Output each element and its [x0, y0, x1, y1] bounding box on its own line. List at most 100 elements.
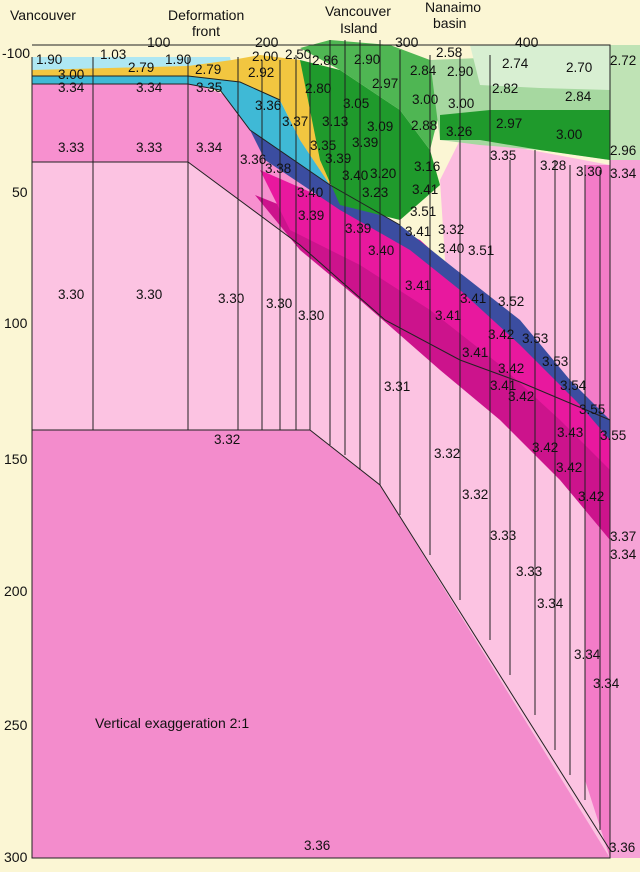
- density-label: 3.53: [522, 331, 548, 346]
- section-boundaries: [31, 40, 611, 859]
- density-label: 3.55: [579, 402, 605, 417]
- density-label: 3.55: [600, 428, 626, 443]
- density-label: 3.42: [578, 489, 604, 504]
- density-label: 3.35: [490, 148, 516, 163]
- x-axis-ticks: 100 200 300 400: [147, 34, 539, 50]
- density-label: 3.30: [266, 296, 292, 311]
- density-label: 3.34: [196, 140, 223, 155]
- density-label: 3.42: [532, 440, 558, 455]
- density-label: 3.28: [540, 158, 566, 173]
- density-label: 2.88: [411, 118, 437, 133]
- density-label: 3.39: [352, 135, 378, 150]
- density-label: 2.79: [195, 62, 221, 77]
- density-label: 3.34: [593, 676, 620, 691]
- density-label: 2.74: [502, 56, 529, 71]
- y-tick: 50: [12, 184, 28, 200]
- y-tick: -100: [2, 45, 30, 61]
- density-label: 3.30: [576, 164, 602, 179]
- density-label: 3.09: [367, 119, 393, 134]
- header-island: Island: [340, 20, 377, 36]
- density-label: 3.30: [58, 287, 84, 302]
- density-label: 3.39: [325, 151, 351, 166]
- density-label: 3.37: [610, 529, 636, 544]
- density-label: 2.50: [285, 47, 311, 62]
- density-label: 3.41: [405, 224, 431, 239]
- density-label: 3.42: [488, 327, 514, 342]
- density-label: 3.34: [610, 166, 637, 181]
- density-label: 2.84: [410, 63, 437, 78]
- y-tick: 300: [4, 849, 28, 865]
- density-label: 3.33: [136, 140, 162, 155]
- density-label: 3.32: [214, 432, 240, 447]
- density-label: 3.39: [345, 221, 371, 236]
- density-label: 3.33: [516, 564, 542, 579]
- density-label: 3.42: [498, 361, 524, 376]
- density-label: 3.34: [610, 547, 637, 562]
- density-label: 2.84: [565, 89, 592, 104]
- density-label: 3.34: [58, 80, 85, 95]
- density-label: 3.38: [265, 161, 291, 176]
- y-tick: 100: [4, 315, 28, 331]
- mantle-wedge-region: [440, 140, 610, 430]
- density-label: 3.36: [304, 838, 330, 853]
- density-label: 3.35: [310, 138, 336, 153]
- density-label: 3.41: [490, 378, 516, 393]
- density-label: 3.36: [255, 98, 281, 113]
- y-tick: 250: [4, 717, 28, 733]
- density-label: 3.26: [446, 124, 472, 139]
- density-label: 3.36: [609, 840, 635, 855]
- y-tick: 150: [4, 451, 28, 467]
- x-tick: 400: [515, 34, 539, 50]
- density-label: 3.13: [322, 114, 348, 129]
- header-vancouver: Vancouver: [10, 7, 76, 23]
- density-label: 3.32: [434, 446, 460, 461]
- right-edge-green: [610, 45, 640, 160]
- density-label: 2.70: [566, 60, 592, 75]
- density-label: 3.00: [448, 96, 474, 111]
- density-label: 3.41: [412, 182, 438, 197]
- density-label: 2.58: [436, 45, 462, 60]
- density-labels: 1.90 1.03 1.90 2.00 2.50 2.86 2.90 2.58 …: [36, 45, 637, 855]
- density-label: 3.30: [298, 308, 324, 323]
- header-deformation: Deformation: [168, 7, 244, 23]
- density-label: 3.00: [412, 92, 438, 107]
- header-deformation-front: front: [192, 23, 220, 39]
- density-label: 3.32: [462, 487, 488, 502]
- deep-mantle-region: [32, 430, 610, 858]
- y-axis-ticks: -100 50 100 150 200 250 300: [2, 45, 30, 865]
- location-headers: Vancouver Deformation front Vancouver Is…: [10, 0, 481, 39]
- density-label: 2.86: [312, 53, 338, 68]
- upper-mantle-region: [32, 162, 610, 858]
- header-basin: basin: [433, 15, 466, 31]
- density-label: 3.20: [370, 166, 396, 181]
- density-label: 1.90: [165, 52, 191, 67]
- oceanic-crust-region: [32, 76, 330, 185]
- density-label: 3.40: [297, 185, 323, 200]
- slab-mantle-region: [255, 195, 610, 540]
- y-tick: 200: [4, 583, 28, 599]
- density-label: 3.32: [438, 222, 464, 237]
- density-label: 3.41: [460, 291, 486, 306]
- basin-green-pale: [470, 45, 610, 90]
- density-label: 3.51: [410, 204, 436, 219]
- x-tick: 300: [395, 34, 419, 50]
- density-label: 2.97: [496, 116, 522, 131]
- header-nanaimo: Nanaimo: [425, 0, 481, 15]
- density-label: 3.34: [136, 80, 163, 95]
- density-label: 3.30: [218, 291, 244, 306]
- forearc-green-dark: [300, 60, 440, 220]
- density-label: 3.42: [508, 389, 534, 404]
- density-label: 2.79: [128, 60, 154, 75]
- density-label: 3.41: [435, 308, 461, 323]
- density-label: 3.05: [343, 96, 369, 111]
- density-label: 2.90: [354, 52, 380, 67]
- slab-top-layer: [250, 130, 610, 440]
- basin-green-dark: [440, 110, 610, 160]
- vertical-exaggeration-note: Vertical exaggeration 2:1: [95, 715, 249, 731]
- density-label: 3.39: [298, 208, 324, 223]
- density-label: 2.82: [492, 81, 518, 96]
- density-label: 2.92: [248, 65, 274, 80]
- density-label: 3.33: [490, 528, 516, 543]
- density-label: 3.51: [468, 243, 494, 258]
